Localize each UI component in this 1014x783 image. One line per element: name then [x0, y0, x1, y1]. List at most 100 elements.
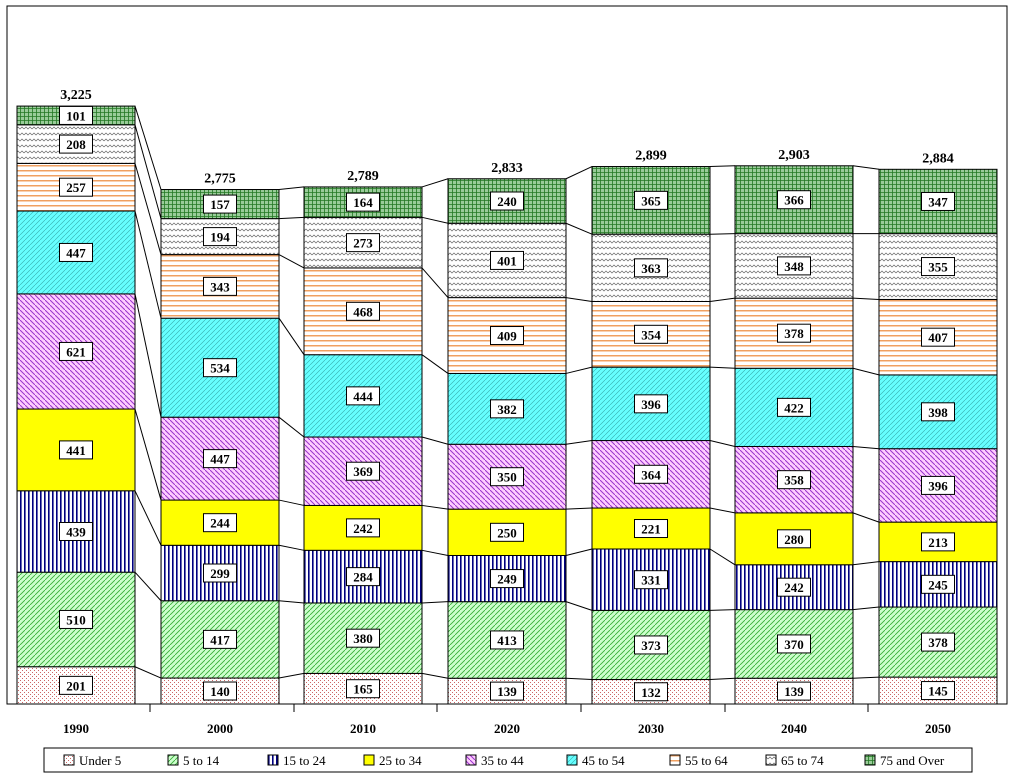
value-label-box-under-5-2020	[490, 681, 524, 701]
legend-label-75-and-over: 75 and Over	[880, 753, 945, 768]
value-label-25-to-34-2050: 213	[928, 535, 948, 550]
connector-line-1990-4	[134, 408, 162, 501]
value-label-box-55-to-64-2040	[777, 323, 811, 343]
value-label-box-15-to-24-2030	[634, 570, 668, 590]
total-label-1990: 3,225	[60, 88, 92, 103]
total-label-2020: 2,833	[491, 161, 523, 176]
value-label-box-5-to-14-1990	[59, 609, 93, 629]
value-label-box-15-to-24-2040	[777, 577, 811, 597]
value-label-5-to-14-2010: 380	[353, 631, 373, 646]
value-label-box-under-5-2040	[777, 681, 811, 701]
total-label-2040: 2,903	[778, 148, 810, 163]
value-label-25-to-34-2010: 242	[353, 521, 373, 536]
value-label-5-to-14-2000: 417	[210, 632, 230, 647]
value-label-box-45-to-54-2000	[203, 358, 237, 378]
value-label-box-35-to-44-2040	[777, 470, 811, 490]
value-label-under-5-2000: 140	[210, 684, 230, 699]
connector-line-2040-4	[852, 512, 880, 523]
value-label-box-15-to-24-2050	[921, 574, 955, 594]
connector-line-2020-6	[565, 366, 593, 374]
value-label-box-75-and-over-2010	[346, 192, 380, 212]
value-label-65-to-74-1990: 208	[66, 137, 86, 152]
value-label-box-25-to-34-1990	[59, 440, 93, 460]
value-label-box-45-to-54-2010	[346, 386, 380, 406]
legend-swatch-15-to-24	[267, 754, 279, 766]
connector-line-2020-3	[565, 548, 593, 556]
value-label-65-to-74-2030: 363	[641, 261, 661, 276]
connector-line-2000-1	[278, 672, 305, 679]
value-label-55-to-64-2040: 378	[784, 326, 804, 341]
value-labels-group: 201 510 439 441 621 447 257 208 101 140 417 299 244 4…	[59, 105, 955, 702]
connector-line-1990-8	[134, 124, 162, 219]
legend-label-45-to-54: 45 to 54	[582, 753, 625, 768]
value-label-box-under-5-2050	[921, 681, 955, 701]
value-label-45-to-54-2050: 398	[928, 405, 948, 420]
connector-line-2010-1	[421, 672, 449, 679]
value-label-box-55-to-64-2010	[346, 301, 380, 321]
value-label-box-under-5-2010	[346, 679, 380, 699]
value-label-25-to-34-2000: 244	[210, 516, 230, 531]
connector-line-2010-4	[421, 504, 449, 510]
connector-line-2010-5	[421, 436, 449, 445]
x-tick-label-2010: 2010	[350, 721, 376, 736]
value-label-35-to-44-2010: 369	[353, 464, 373, 479]
total-label-2050: 2,884	[922, 151, 954, 166]
bar-55-to-64-2000	[160, 254, 280, 319]
value-label-25-to-34-2030: 221	[641, 522, 661, 537]
value-label-5-to-14-2020: 413	[497, 633, 517, 648]
x-tick-group: 1990 2000 2010 2020 2030 2040 2050	[63, 704, 951, 736]
connector-line-2040-6	[852, 367, 880, 376]
value-label-15-to-24-2050: 245	[928, 577, 948, 592]
value-label-35-to-44-1990: 621	[66, 344, 86, 359]
connector-line-2020-7	[565, 297, 593, 302]
value-label-55-to-64-2030: 354	[641, 327, 661, 342]
value-label-box-55-to-64-2030	[634, 324, 668, 344]
connector-line-2030-1	[709, 677, 736, 681]
legend-label-35-to-44: 35 to 44	[481, 753, 524, 768]
value-label-box-25-to-34-2010	[346, 518, 380, 538]
bar-45-to-54-2050	[878, 374, 998, 450]
value-label-55-to-64-2050: 407	[928, 330, 948, 345]
connector-line-2000-5	[278, 416, 305, 438]
value-label-5-to-14-2030: 373	[641, 638, 661, 653]
value-label-under-5-2020: 139	[497, 684, 517, 699]
value-label-box-15-to-24-2010	[346, 567, 380, 587]
legend-label-65-to-74: 65 to 74	[781, 753, 824, 768]
connector-line-1990-6	[134, 210, 162, 319]
value-label-55-to-64-2010: 468	[353, 304, 373, 319]
value-label-15-to-24-2030: 331	[641, 573, 661, 588]
value-label-box-35-to-44-2020	[490, 467, 524, 487]
legend-label-25-to-34: 25 to 34	[379, 753, 422, 768]
legend-swatch-under-5	[63, 754, 75, 766]
total-label-2000: 2,775	[204, 172, 236, 187]
value-label-35-to-44-2020: 350	[497, 470, 517, 485]
value-label-15-to-24-1990: 439	[66, 524, 86, 539]
value-label-under-5-2030: 132	[641, 685, 661, 700]
value-label-box-75-and-over-2000	[203, 194, 237, 214]
connector-line-2040-1	[852, 676, 880, 679]
connector-line-2020-2	[565, 601, 593, 611]
value-label-box-55-to-64-2000	[203, 276, 237, 296]
value-label-box-65-to-74-2030	[634, 258, 668, 278]
legend-swatch-25-to-34	[363, 754, 375, 766]
value-label-box-25-to-34-2030	[634, 519, 668, 539]
value-label-25-to-34-1990: 441	[66, 443, 86, 458]
value-label-35-to-44-2030: 364	[641, 467, 661, 482]
connector-line-2030-7	[709, 297, 736, 302]
legend-swatch-5-to-14	[167, 754, 179, 766]
value-label-box-35-to-44-2030	[634, 464, 668, 484]
connector-line-1990-9	[134, 105, 162, 190]
value-label-box-65-to-74-1990	[59, 134, 93, 154]
connector-line-2000-4	[278, 499, 305, 506]
value-label-box-5-to-14-2050	[921, 632, 955, 652]
value-label-box-45-to-54-2040	[777, 397, 811, 417]
value-label-65-to-74-2050: 355	[928, 260, 948, 275]
value-label-box-55-to-64-2050	[921, 327, 955, 347]
connector-lines	[134, 105, 880, 681]
value-label-box-75-and-over-2030	[634, 190, 668, 210]
total-labels-group: 3,225 2,775 2,789 2,833 2,899 2,903 2,884	[60, 88, 954, 186]
connector-line-2000-2	[278, 600, 305, 604]
value-label-box-15-to-24-2000	[203, 563, 237, 583]
connector-line-1990-5	[134, 293, 162, 418]
